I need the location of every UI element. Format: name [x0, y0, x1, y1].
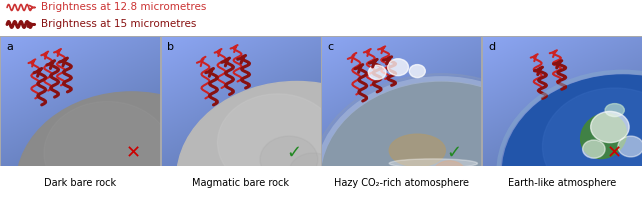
Ellipse shape — [433, 161, 465, 184]
Text: ✕: ✕ — [607, 144, 622, 162]
Text: a: a — [6, 43, 13, 52]
Circle shape — [542, 88, 642, 200]
Circle shape — [177, 82, 417, 200]
Circle shape — [618, 136, 642, 157]
Circle shape — [289, 153, 337, 192]
Text: Brightness at 12.8 micrometres: Brightness at 12.8 micrometres — [40, 2, 206, 12]
Circle shape — [388, 59, 408, 76]
Circle shape — [321, 82, 562, 200]
Text: c: c — [327, 43, 334, 52]
Text: d: d — [488, 43, 495, 52]
Text: Dark bare rock: Dark bare rock — [44, 178, 116, 188]
Ellipse shape — [389, 159, 478, 168]
Circle shape — [591, 111, 629, 143]
Circle shape — [369, 65, 386, 80]
Text: ✓: ✓ — [447, 144, 462, 162]
Text: ✕: ✕ — [126, 144, 141, 162]
Ellipse shape — [389, 134, 446, 167]
Circle shape — [16, 92, 247, 200]
Text: Magmatic bare rock: Magmatic bare rock — [192, 178, 290, 188]
Circle shape — [218, 94, 338, 191]
Text: ✓: ✓ — [286, 144, 301, 162]
Circle shape — [410, 65, 425, 78]
Circle shape — [583, 140, 605, 158]
Circle shape — [44, 102, 171, 200]
Ellipse shape — [605, 104, 624, 117]
Text: b: b — [167, 43, 174, 52]
Circle shape — [260, 136, 318, 183]
Text: Brightness at 15 micrometres: Brightness at 15 micrometres — [40, 19, 196, 29]
Ellipse shape — [580, 114, 627, 159]
Text: Earth-like atmosphere: Earth-like atmosphere — [508, 178, 616, 188]
Text: Hazy CO₂-rich atomosphere: Hazy CO₂-rich atomosphere — [334, 178, 469, 188]
Circle shape — [311, 74, 571, 200]
Circle shape — [502, 75, 642, 200]
